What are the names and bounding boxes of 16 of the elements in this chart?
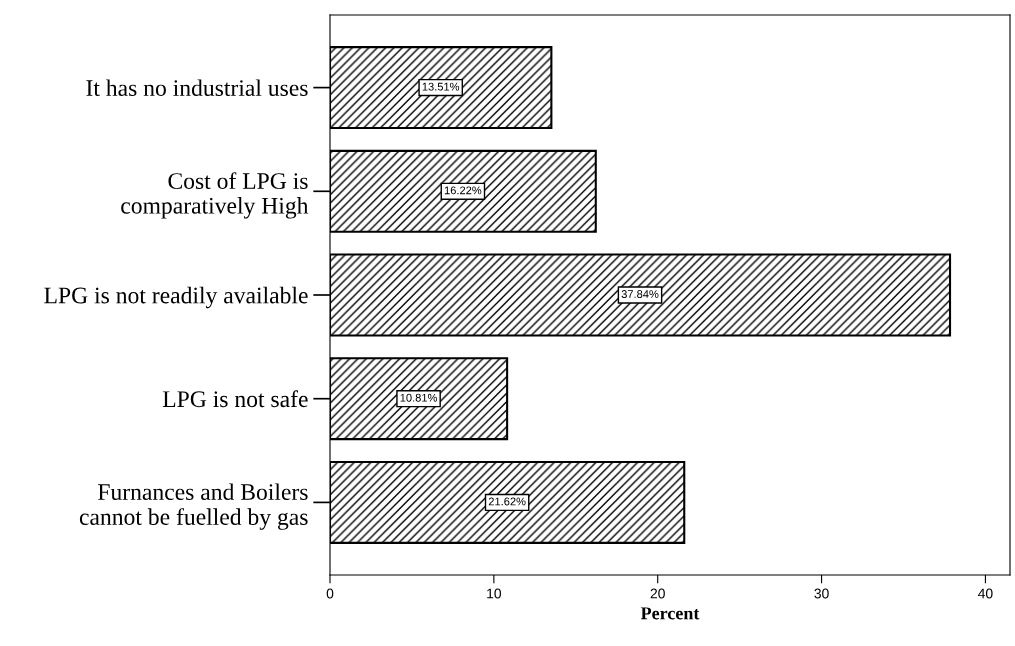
data-label: 16.22% bbox=[444, 186, 482, 195]
data-label: 10.81% bbox=[400, 393, 438, 402]
data-label: 13.51% bbox=[422, 82, 460, 91]
y-tick-label: LPG is not readily available bbox=[44, 286, 308, 309]
x-tick-label: 40 bbox=[978, 588, 993, 599]
y-tick-label: It has no industrial uses bbox=[86, 79, 308, 97]
data-label: 21.62% bbox=[488, 497, 526, 506]
y-tick-label: Furnances and Boilers cannot be fuelled by gas bbox=[79, 483, 308, 530]
x-tick-label: 10 bbox=[487, 588, 502, 599]
x-tick-label: 30 bbox=[814, 588, 829, 599]
data-label: 37.84% bbox=[621, 290, 659, 298]
x-tick-label: 0 bbox=[326, 588, 334, 599]
y-tick-label: LPG is not safe bbox=[162, 390, 308, 408]
x-tick-label: 20 bbox=[650, 588, 665, 599]
x-axis-title: Percent bbox=[640, 607, 700, 620]
y-tick-label: Cost of LPG is comparatively High bbox=[121, 172, 309, 219]
